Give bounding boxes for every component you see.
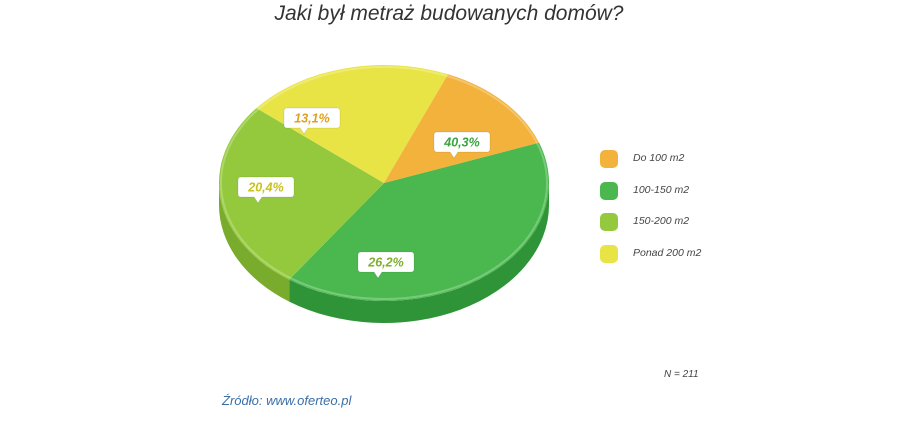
chart-title: Jaki był metraż budowanych domów? — [274, 2, 624, 25]
pie-slice-side — [219, 183, 290, 302]
callout-box — [283, 107, 341, 135]
legend-swatch — [600, 244, 618, 263]
pie-rim-highlight — [220, 66, 548, 300]
slice-callout: 13,1% — [283, 107, 341, 135]
source-label: Źródło: www.oferteo.pl — [222, 393, 352, 408]
pie-side-group — [219, 183, 549, 323]
callout-box — [237, 176, 295, 204]
pie-slice — [218, 108, 384, 280]
callout-box — [357, 251, 415, 279]
slice-data-label: 13,1% — [294, 112, 329, 126]
callout-box — [433, 131, 491, 159]
slice-callout: 40,3% — [433, 131, 491, 159]
slice-callout: 20,4% — [237, 176, 295, 204]
pie-slice — [289, 142, 549, 301]
pie-slice-side — [289, 183, 549, 323]
slice-data-label: 26,2% — [367, 256, 403, 270]
pie-slice — [384, 74, 540, 183]
slice-data-label: 20,4% — [247, 181, 283, 195]
legend-swatch — [600, 150, 618, 168]
legend-label: 100-150 m2 — [633, 183, 690, 196]
pie-slice — [256, 65, 449, 183]
pie-top-group — [218, 65, 549, 301]
legend-swatch — [600, 213, 618, 231]
legend-label: Ponad 200 m2 — [633, 246, 702, 259]
callout-group: 13,1% 40,3% 26,2% 20,4% — [237, 107, 491, 279]
legend-label: Do 100 m2 — [633, 152, 685, 164]
legend-swatch — [600, 181, 618, 200]
legend-label: 150-200 m2 — [633, 215, 690, 227]
slice-data-label: 40,3% — [443, 136, 479, 150]
slice-callout: 26,2% — [357, 251, 415, 279]
sample-size-label: N = 211 — [664, 369, 699, 380]
